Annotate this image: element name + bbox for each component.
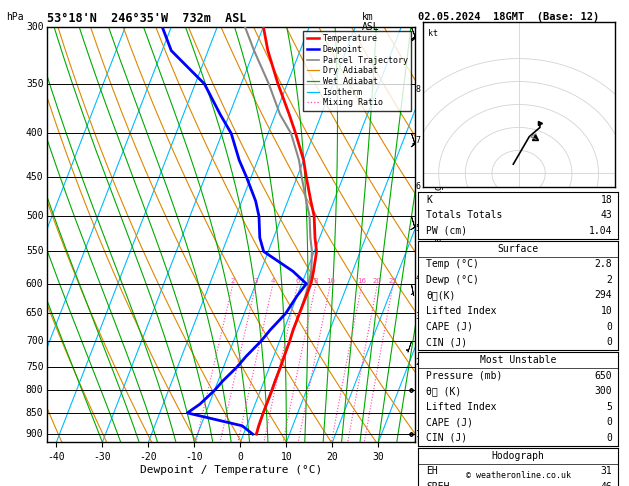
Text: Totals Totals: Totals Totals	[426, 210, 503, 220]
Text: 800: 800	[26, 385, 43, 396]
Text: 600: 600	[26, 279, 43, 289]
Text: 10: 10	[601, 306, 612, 316]
Text: Pressure (mb): Pressure (mb)	[426, 371, 503, 381]
Text: 700: 700	[26, 336, 43, 346]
Text: EH: EH	[426, 467, 438, 476]
Text: Surface: Surface	[498, 244, 539, 254]
Text: 650: 650	[26, 309, 43, 318]
Text: Hodograph: Hodograph	[492, 451, 545, 461]
Text: θᴄ (K): θᴄ (K)	[426, 386, 462, 396]
Text: 294: 294	[594, 291, 612, 300]
Text: 25: 25	[389, 278, 398, 284]
Text: 6: 6	[296, 278, 300, 284]
Text: 3: 3	[253, 278, 259, 284]
Text: ASL: ASL	[362, 22, 379, 32]
Text: Dewp (°C): Dewp (°C)	[426, 275, 479, 285]
Text: 300: 300	[594, 386, 612, 396]
Text: 5: 5	[606, 402, 612, 412]
Text: 20: 20	[373, 278, 382, 284]
Text: 1.04: 1.04	[589, 226, 612, 236]
Text: K: K	[426, 195, 432, 205]
Text: SREH: SREH	[426, 482, 450, 486]
Legend: Temperature, Dewpoint, Parcel Trajectory, Dry Adiabat, Wet Adiabat, Isotherm, Mi: Temperature, Dewpoint, Parcel Trajectory…	[303, 31, 411, 110]
Text: 2.8: 2.8	[594, 260, 612, 269]
Text: 650: 650	[594, 371, 612, 381]
Text: CIN (J): CIN (J)	[426, 433, 467, 443]
Text: Most Unstable: Most Unstable	[480, 355, 557, 365]
Text: Lifted Index: Lifted Index	[426, 306, 497, 316]
Text: 10: 10	[326, 278, 335, 284]
Text: 31: 31	[601, 467, 612, 476]
Text: PW (cm): PW (cm)	[426, 226, 467, 236]
Text: 400: 400	[26, 128, 43, 139]
Text: © weatheronline.co.uk: © weatheronline.co.uk	[467, 471, 571, 480]
Text: 500: 500	[26, 211, 43, 221]
Text: LCL: LCL	[416, 437, 431, 446]
Text: 350: 350	[26, 79, 43, 89]
Text: 18: 18	[601, 195, 612, 205]
Text: 3: 3	[416, 312, 421, 321]
Text: 4: 4	[416, 273, 421, 282]
Text: CAPE (J): CAPE (J)	[426, 417, 473, 427]
Text: 0: 0	[606, 337, 612, 347]
Text: 8: 8	[314, 278, 318, 284]
Text: 2: 2	[416, 358, 421, 367]
Text: 6: 6	[416, 182, 421, 191]
Text: CAPE (J): CAPE (J)	[426, 322, 473, 331]
Text: 02.05.2024  18GMT  (Base: 12): 02.05.2024 18GMT (Base: 12)	[418, 12, 599, 22]
Text: kt: kt	[428, 29, 438, 37]
X-axis label: Dewpoint / Temperature (°C): Dewpoint / Temperature (°C)	[140, 465, 322, 475]
Text: 7: 7	[416, 136, 421, 145]
Text: 450: 450	[26, 172, 43, 182]
Text: 43: 43	[601, 210, 612, 220]
Text: 300: 300	[26, 22, 43, 32]
Text: 0: 0	[606, 417, 612, 427]
Text: 2: 2	[231, 278, 235, 284]
Text: 1: 1	[416, 430, 421, 438]
Text: Mixing Ratio (g/kg): Mixing Ratio (g/kg)	[434, 179, 444, 290]
Text: 900: 900	[26, 429, 43, 439]
Text: 8: 8	[416, 85, 421, 94]
Text: Lifted Index: Lifted Index	[426, 402, 497, 412]
Text: 0: 0	[606, 433, 612, 443]
Text: 750: 750	[26, 362, 43, 371]
Text: 4: 4	[270, 278, 275, 284]
Text: km: km	[362, 12, 374, 22]
Text: θᴄ(K): θᴄ(K)	[426, 291, 455, 300]
Text: 0: 0	[606, 322, 612, 331]
Text: 16: 16	[357, 278, 367, 284]
Text: 53°18'N  246°35'W  732m  ASL: 53°18'N 246°35'W 732m ASL	[47, 12, 247, 25]
Text: 2: 2	[606, 275, 612, 285]
Text: 850: 850	[26, 408, 43, 418]
Text: CIN (J): CIN (J)	[426, 337, 467, 347]
Text: 46: 46	[601, 482, 612, 486]
Text: 550: 550	[26, 246, 43, 257]
Text: 5: 5	[416, 224, 421, 233]
Text: hPa: hPa	[6, 12, 24, 22]
Text: Temp (°C): Temp (°C)	[426, 260, 479, 269]
